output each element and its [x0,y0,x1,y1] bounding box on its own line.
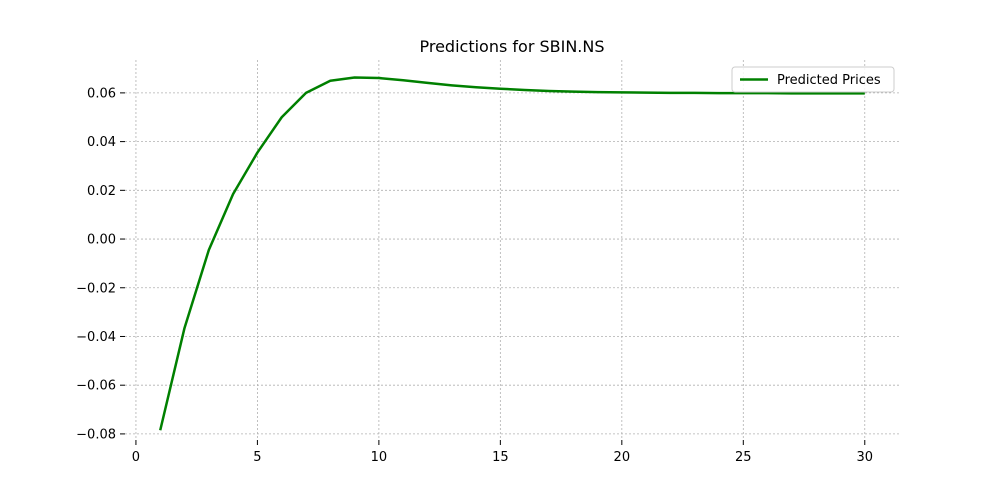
chart-title: Predictions for SBIN.NS [419,37,604,56]
y-tick-label: 0.02 [87,184,116,199]
grid [125,60,900,440]
series-line-predicted-prices [159,76,865,431]
legend: Predicted Prices [731,66,895,93]
legend-label-predicted-prices: Predicted Prices [777,73,881,88]
series-layer [159,76,865,431]
x-tick-label: 30 [856,450,873,465]
y-tick-label: −0.02 [76,281,116,296]
y-tick-label: 0.00 [87,233,116,248]
x-tick-label: 20 [614,450,631,465]
x-tick-label: 5 [253,450,261,465]
y-tick-label: −0.06 [76,379,116,394]
y-tick-label: 0.06 [87,86,116,101]
x-tick-label: 25 [735,450,752,465]
y-tick-label: 0.04 [87,135,116,150]
y-tick-label: −0.04 [76,330,116,345]
y-tick-label: −0.08 [76,427,116,442]
x-tick-label: 10 [371,450,388,465]
x-tick-label: 0 [132,450,140,465]
legend-frame [731,66,895,93]
axes: 0 5 10 15 20 25 30 −0.08 −0.06 −0.04 −0.02 0.00 0.02… [76,86,873,465]
x-tick-label: 15 [492,450,509,465]
